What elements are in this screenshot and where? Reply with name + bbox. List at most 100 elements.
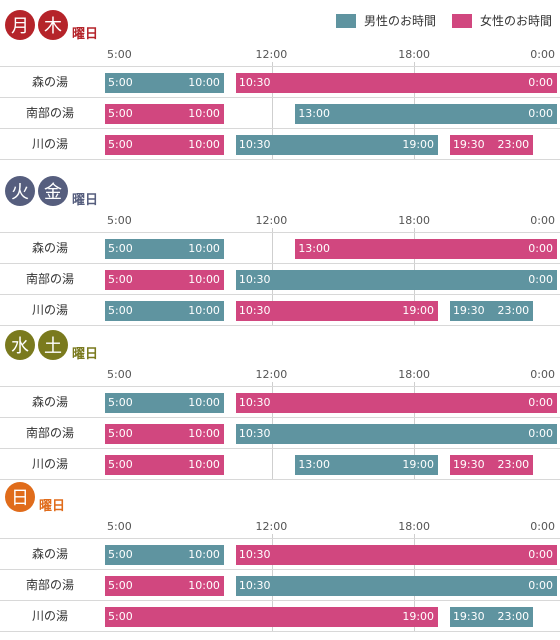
bar-end-label: 10:00 bbox=[188, 138, 220, 151]
bar-start-label: 5:00 bbox=[108, 427, 133, 440]
time-tick-label: 12:00 bbox=[255, 368, 288, 381]
bar-start-label: 10:30 bbox=[238, 138, 271, 151]
day-badges: 水土曜日 bbox=[5, 330, 99, 362]
bar-end-label: 23:00 bbox=[497, 458, 530, 471]
male-time-bar: 10:30 0:00 bbox=[235, 424, 557, 444]
bar-start-label: 10:30 bbox=[238, 579, 271, 592]
legend: 男性のお時間 女性のお時間 bbox=[335, 12, 552, 29]
female-time-bar: 13:00 0:00 bbox=[295, 239, 557, 259]
bar-end-label: 10:00 bbox=[188, 427, 220, 440]
bar-end-label: 10:00 bbox=[188, 548, 220, 561]
bath-name: 川の湯 bbox=[31, 303, 68, 317]
schedule-row: 南部の湯 5:00 10:00 10:30 0:00 bbox=[0, 417, 560, 449]
bar-start-label: 10:30 bbox=[238, 304, 271, 317]
day-badge: 月 bbox=[5, 10, 35, 40]
bath-name: 川の湯 bbox=[31, 137, 68, 151]
time-tick-label: 18:00 bbox=[398, 520, 430, 533]
day-badges: 月木曜日 bbox=[5, 10, 99, 42]
bar-start-label: 10:30 bbox=[238, 396, 271, 409]
bath-name: 森の湯 bbox=[31, 75, 68, 89]
bath-name: 南部の湯 bbox=[25, 426, 74, 440]
schedule-row: 川の湯 5:00 10:00 10:30 19:00 19:30 23:00 bbox=[0, 294, 560, 326]
bar-end-label: 0:00 bbox=[528, 76, 553, 89]
section-bottom-rule bbox=[0, 479, 560, 480]
day-section: 水土曜日 5:00 12:00 18:00 0:00 森の湯 5:00 10:00 10:30 0… bbox=[0, 330, 560, 480]
bar-start-label: 10:30 bbox=[238, 76, 271, 89]
time-tick-label: 0:00 bbox=[530, 520, 555, 533]
bar-end-label: 0:00 bbox=[528, 548, 553, 561]
schedule-row: 森の湯 5:00 10:00 10:30 0:00 bbox=[0, 386, 560, 418]
time-axis: 5:00 12:00 18:00 0:00 bbox=[0, 214, 560, 230]
section-bottom-rule bbox=[0, 325, 560, 326]
female-time-bar: 5:00 10:00 bbox=[105, 135, 224, 155]
female-time-bar: 10:30 0:00 bbox=[235, 545, 557, 565]
time-tick-label: 5:00 bbox=[107, 368, 132, 381]
time-tick-label: 5:00 bbox=[107, 48, 132, 61]
bar-start-label: 5:00 bbox=[108, 610, 133, 623]
day-badge: 火 bbox=[5, 176, 35, 206]
bar-start-label: 5:00 bbox=[108, 76, 133, 89]
youbi-label: 曜日 bbox=[72, 347, 99, 362]
female-time-bar: 19:30 23:00 bbox=[449, 135, 534, 155]
female-time-bar: 5:00 10:00 bbox=[105, 455, 224, 475]
bar-end-label: 23:00 bbox=[497, 138, 530, 151]
bar-end-label: 10:00 bbox=[188, 458, 220, 471]
bar-start-label: 5:00 bbox=[108, 548, 133, 561]
female-time-bar: 5:00 10:00 bbox=[105, 424, 224, 444]
youbi-label: 曜日 bbox=[72, 27, 99, 42]
bath-name: 川の湯 bbox=[31, 457, 68, 471]
time-tick-label: 12:00 bbox=[255, 48, 288, 61]
bar-start-label: 5:00 bbox=[108, 458, 133, 471]
bar-end-label: 19:00 bbox=[402, 304, 435, 317]
day-badges: 火金曜日 bbox=[5, 176, 99, 208]
female-time-bar: 10:30 0:00 bbox=[235, 73, 557, 93]
bath-name: 森の湯 bbox=[31, 395, 68, 409]
schedule-row: 川の湯 5:00 19:00 19:30 23:00 bbox=[0, 600, 560, 632]
female-swatch bbox=[451, 13, 472, 28]
youbi-label: 曜日 bbox=[72, 193, 99, 208]
bar-start-label: 10:30 bbox=[238, 273, 271, 286]
male-time-bar: 5:00 10:00 bbox=[105, 73, 224, 93]
day-badge: 土 bbox=[38, 330, 68, 360]
bath-name: 川の湯 bbox=[31, 609, 68, 623]
bar-start-label: 10:30 bbox=[238, 427, 271, 440]
male-time-bar: 5:00 10:00 bbox=[105, 239, 224, 259]
day-section: 火金曜日 5:00 12:00 18:00 0:00 森の湯 5:00 10:00 13:00 0… bbox=[0, 176, 560, 326]
bar-start-label: 5:00 bbox=[108, 107, 133, 120]
bar-start-label: 5:00 bbox=[108, 242, 133, 255]
female-time-bar: 5:00 10:00 bbox=[105, 576, 224, 596]
schedule-row: 川の湯 5:00 10:00 10:30 19:00 19:30 23:00 bbox=[0, 128, 560, 160]
female-time-bar: 5:00 19:00 bbox=[105, 607, 439, 627]
time-tick-label: 18:00 bbox=[398, 368, 430, 381]
male-time-bar: 13:00 19:00 bbox=[295, 455, 439, 475]
schedule-row: 森の湯 5:00 10:00 10:30 0:00 bbox=[0, 66, 560, 98]
male-time-bar: 5:00 10:00 bbox=[105, 393, 224, 413]
bar-end-label: 23:00 bbox=[497, 304, 530, 317]
bar-end-label: 10:00 bbox=[188, 304, 220, 317]
time-tick-label: 0:00 bbox=[530, 368, 555, 381]
bar-start-label: 19:30 bbox=[452, 304, 485, 317]
day-badge: 水 bbox=[5, 330, 35, 360]
day-badge: 日 bbox=[5, 482, 35, 512]
time-tick-label: 12:00 bbox=[255, 520, 288, 533]
schedule-row: 川の湯 5:00 10:00 13:00 19:00 19:30 23:00 bbox=[0, 448, 560, 480]
male-time-bar: 10:30 0:00 bbox=[235, 576, 557, 596]
bar-start-label: 13:00 bbox=[298, 458, 331, 471]
bath-name: 南部の湯 bbox=[25, 106, 74, 120]
section-bottom-rule bbox=[0, 631, 560, 632]
time-axis: 5:00 12:00 18:00 0:00 bbox=[0, 368, 560, 384]
bath-name: 森の湯 bbox=[31, 241, 68, 255]
bar-end-label: 10:00 bbox=[188, 242, 220, 255]
female-time-bar: 10:30 0:00 bbox=[235, 393, 557, 413]
bar-end-label: 19:00 bbox=[402, 610, 435, 623]
female-time-bar: 5:00 10:00 bbox=[105, 104, 224, 124]
male-time-bar: 19:30 23:00 bbox=[449, 301, 534, 321]
male-swatch bbox=[335, 13, 356, 28]
male-time-bar: 5:00 10:00 bbox=[105, 545, 224, 565]
bar-start-label: 5:00 bbox=[108, 138, 133, 151]
bath-name: 南部の湯 bbox=[25, 578, 74, 592]
time-axis: 5:00 12:00 18:00 0:00 bbox=[0, 520, 560, 536]
bar-end-label: 0:00 bbox=[528, 242, 553, 255]
bar-start-label: 10:30 bbox=[238, 548, 271, 561]
bath-name: 南部の湯 bbox=[25, 272, 74, 286]
